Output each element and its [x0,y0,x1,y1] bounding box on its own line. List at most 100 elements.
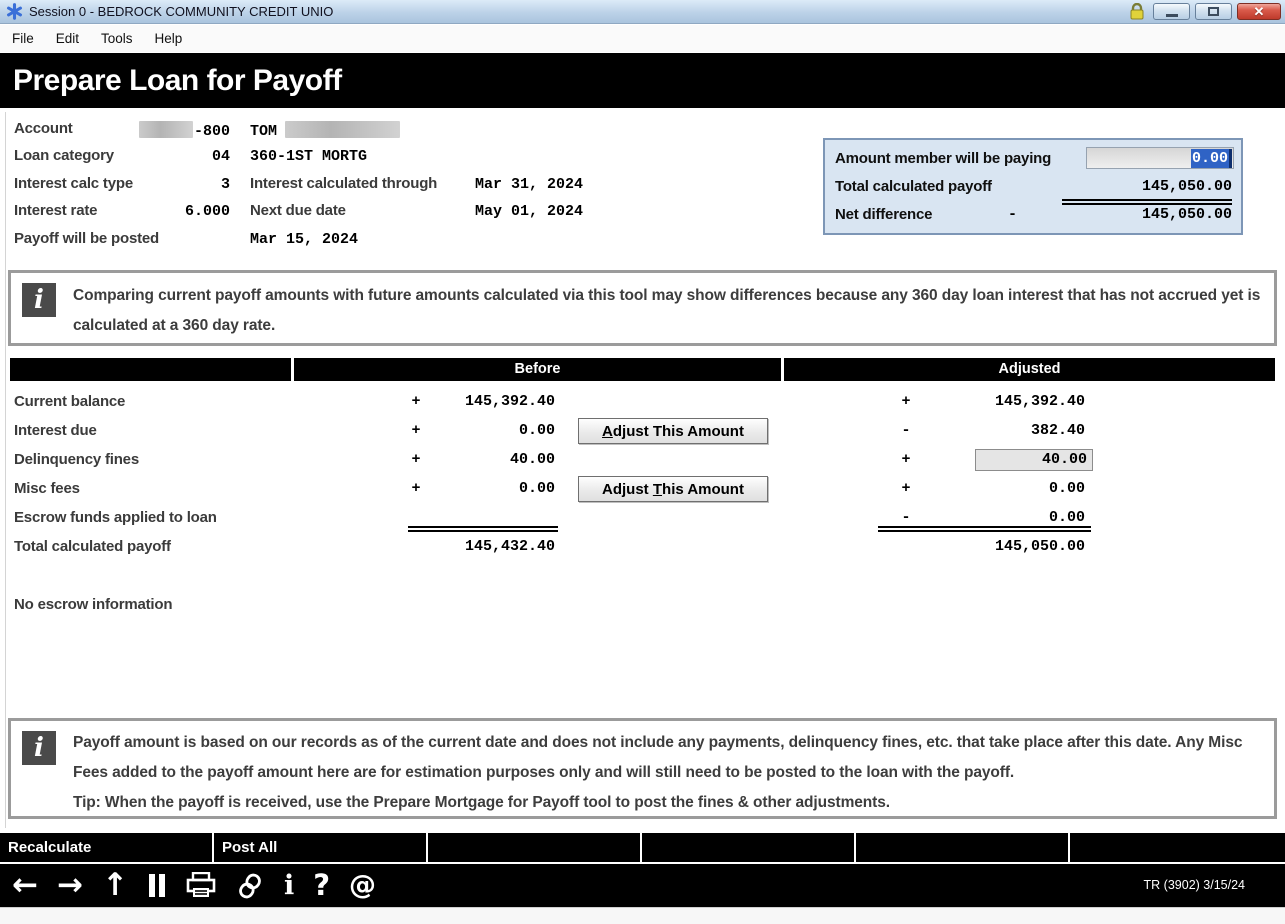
table-row-interest-due: Interest due + 0.00 Adjust This Amount -… [0,417,1285,446]
bottom-strip [0,907,1285,924]
adjust-misc-fees-button[interactable]: Adjust This Amount [578,476,768,502]
lock-icon [1130,3,1144,20]
amount-paying-input[interactable]: 0.00 [1086,147,1234,169]
interest-rate-row: Interest rate 6.000 Next due date May 01… [0,202,810,224]
adjusted-value: 0.00 [1048,509,1085,526]
adjusted-sign: - [901,422,911,439]
interest-through-value: Mar 31, 2024 [475,176,584,193]
before-value: 0.00 [518,480,555,497]
account-suffix: -800 [193,123,230,140]
menu-edit[interactable]: Edit [55,31,80,46]
fkey-empty-6[interactable] [1070,833,1285,862]
fkey-empty-3[interactable] [428,833,640,862]
payment-panel: Amount member will be paying 0.00 Total … [823,138,1243,235]
account-row: Account -800 TOM [0,120,810,142]
row-label: Escrow funds applied to loan [14,509,217,526]
function-key-bar: Recalculate Post All [0,833,1285,862]
before-sign: + [411,422,421,439]
net-difference-sign: - [1008,206,1018,223]
member-name: TOM [250,123,278,140]
amount-paying-value: 0.00 [1190,148,1232,168]
interest-calc-value: 3 [220,176,230,193]
before-sign: + [411,451,421,468]
table-header-spacer [10,358,291,381]
window-titlebar: Session 0 - BEDROCK COMMUNITY CREDIT UNI… [0,0,1285,24]
menu-help[interactable]: Help [154,31,183,46]
account-number-redacted [138,121,193,138]
content-left-edge [5,112,6,828]
row-label: Delinquency fines [14,451,139,468]
table-header-adjusted: Adjusted [784,358,1275,381]
row-label: Current balance [14,393,126,410]
adjusted-sign: - [901,509,911,526]
amount-paying-label: Amount member will be paying [835,150,1052,167]
table-header-before: Before [294,358,781,381]
adjusted-value: 145,050.00 [994,538,1085,555]
interest-rate-label: Interest rate [14,202,98,219]
interest-through-label: Interest calculated through [250,175,438,192]
before-sign: + [411,393,421,410]
window-title: Session 0 - BEDROCK COMMUNITY CREDIT UNI… [29,4,334,19]
payoff-posted-label: Payoff will be posted [14,230,159,247]
page-title: Prepare Loan for Payoff [13,63,342,97]
menu-file[interactable]: File [12,31,34,46]
before-sign: + [411,480,421,497]
menu-bar: File Edit Tools Help [0,25,1285,52]
print-icon[interactable] [186,872,216,899]
button-label-part: his Amount [662,480,744,498]
fkey-empty-5[interactable] [856,833,1068,862]
button-label-part: djust This Amount [612,422,744,440]
minimize-button[interactable] [1153,3,1190,20]
before-total-rule [408,526,558,532]
adjusted-sign: + [901,451,911,468]
no-escrow-text: No escrow information [14,596,173,613]
table-row-misc-fees: Misc fees + 0.00 Adjust This Amount + 0.… [0,475,1285,504]
button-label-part: Adjust [602,480,653,498]
adjusted-sign: + [901,393,911,410]
row-label: Interest due [14,422,97,439]
up-arrow-icon[interactable]: ↑ [101,867,128,903]
menu-tools[interactable]: Tools [101,31,133,46]
before-value: 145,432.40 [464,538,555,555]
info-note-bottom-tip: Tip: When the payoff is received, use th… [73,794,890,811]
close-button[interactable]: ✕ [1237,3,1281,20]
table-row-escrow-funds: Escrow funds applied to loan - 0.00 [0,504,1285,533]
adjusted-sign: + [901,480,911,497]
loan-category-row: Loan category 04 360-1ST MORTG [0,147,810,169]
info-icon: i [22,731,56,765]
before-value: 0.00 [518,422,555,439]
before-value: 40.00 [509,451,555,468]
adjust-interest-button[interactable]: Adjust This Amount [578,418,768,444]
pause-icon[interactable] [147,874,167,897]
adjusted-total-rule [878,526,1091,532]
delinquency-fines-input[interactable]: 40.00 [975,449,1093,471]
at-icon[interactable]: @ [349,870,377,901]
row-label: Misc fees [14,480,80,497]
total-payoff-label: Total calculated payoff [835,178,992,195]
post-all-button[interactable]: Post All [214,833,426,862]
button-accesskey: T [652,480,663,498]
row-label: Total calculated payoff [14,538,171,555]
interest-calc-label: Interest calc type [14,175,133,192]
payoff-posted-row: Payoff will be posted Mar 15, 2024 [0,230,810,252]
info-icon[interactable]: i [283,870,295,901]
payoff-posted-value: Mar 15, 2024 [250,231,359,248]
maximize-button[interactable] [1195,3,1232,20]
help-icon[interactable]: ? [313,868,331,902]
recalculate-button[interactable]: Recalculate [0,833,212,862]
forward-arrow-icon[interactable]: → [56,867,83,903]
interest-rate-value: 6.000 [184,203,230,220]
net-difference-label: Net difference [835,206,933,223]
fkey-empty-4[interactable] [642,833,854,862]
info-note-top: i Comparing current payoff amounts with … [8,270,1277,346]
table-row-current-balance: Current balance + 145,392.40 + 145,392.4… [0,388,1285,417]
back-arrow-icon[interactable]: ← [12,867,38,903]
account-label: Account [14,120,73,137]
link-icon[interactable] [235,871,265,901]
interest-calc-row: Interest calc type 3 Interest calculated… [0,175,810,197]
loan-category-label: Loan category [14,147,114,164]
net-difference-value: 145,050.00 [1141,206,1232,223]
bottom-toolbar: ← → ↑ i ? @ TR (3902) 3/15/24 [0,864,1285,907]
loan-category-desc: 360-1ST MORTG [250,148,368,165]
maximize-icon [1208,7,1219,16]
